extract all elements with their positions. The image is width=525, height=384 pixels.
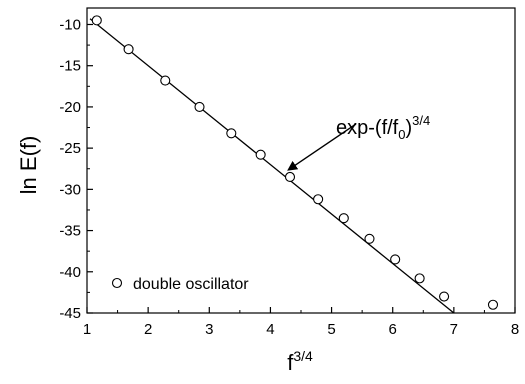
x-tick-label: 3 bbox=[205, 321, 213, 338]
x-tick-label: 4 bbox=[266, 321, 274, 338]
y-tick-label: -15 bbox=[59, 58, 81, 75]
x-tick-label: 5 bbox=[327, 321, 335, 338]
x-tick-label: 1 bbox=[83, 321, 91, 338]
data-point bbox=[194, 101, 205, 112]
y-tick-label: -40 bbox=[59, 264, 81, 281]
data-point bbox=[160, 75, 171, 86]
data-point bbox=[338, 213, 349, 224]
fit-annotation-close: ) bbox=[405, 117, 412, 139]
data-points bbox=[91, 15, 499, 310]
data-point bbox=[123, 44, 134, 55]
y-tick-label: -35 bbox=[59, 223, 81, 240]
x-tick-label: 7 bbox=[450, 321, 458, 338]
data-point bbox=[364, 233, 375, 244]
x-axis-ticks: 1 2 3 4 5 6 7 8 bbox=[83, 307, 519, 338]
fit-annotation-sub: 0 bbox=[398, 127, 405, 142]
y-tick-label: -30 bbox=[59, 181, 81, 198]
fit-annotation-label: exp-(f/f0)3/4 bbox=[336, 113, 430, 142]
data-point bbox=[91, 15, 102, 26]
data-point bbox=[226, 128, 237, 139]
x-axis-label-sup: 3/4 bbox=[293, 348, 313, 364]
y-tick-label: -20 bbox=[59, 99, 81, 116]
y-axis-ticks: -10 -15 -20 -25 -30 -35 -40 -45 bbox=[59, 16, 93, 322]
data-point bbox=[414, 273, 425, 284]
data-point bbox=[439, 291, 450, 302]
data-point bbox=[487, 299, 499, 310]
data-point bbox=[255, 149, 266, 160]
data-point bbox=[390, 254, 401, 265]
x-tick-label: 6 bbox=[389, 321, 397, 338]
x-tick-label: 8 bbox=[511, 321, 519, 338]
legend-label: double oscillator bbox=[133, 276, 249, 293]
fit-annotation-base: exp-(f/f bbox=[336, 117, 399, 139]
legend: double oscillator bbox=[111, 276, 249, 293]
y-tick-label: -10 bbox=[59, 16, 81, 33]
x-tick-label: 2 bbox=[144, 321, 152, 338]
data-point bbox=[313, 194, 324, 205]
fit-annotation-sup: 3/4 bbox=[412, 113, 430, 128]
data-point bbox=[284, 171, 296, 183]
x-axis-label: f3/4 bbox=[287, 348, 313, 375]
legend-marker bbox=[111, 277, 123, 289]
annotation-arrow bbox=[287, 123, 357, 171]
x-axis-label-base: f bbox=[287, 350, 294, 375]
y-tick-label: -25 bbox=[59, 140, 81, 157]
y-axis-label: ln E(f) bbox=[16, 136, 41, 195]
fit-line bbox=[89, 18, 455, 314]
y-tick-label: -45 bbox=[59, 305, 81, 322]
